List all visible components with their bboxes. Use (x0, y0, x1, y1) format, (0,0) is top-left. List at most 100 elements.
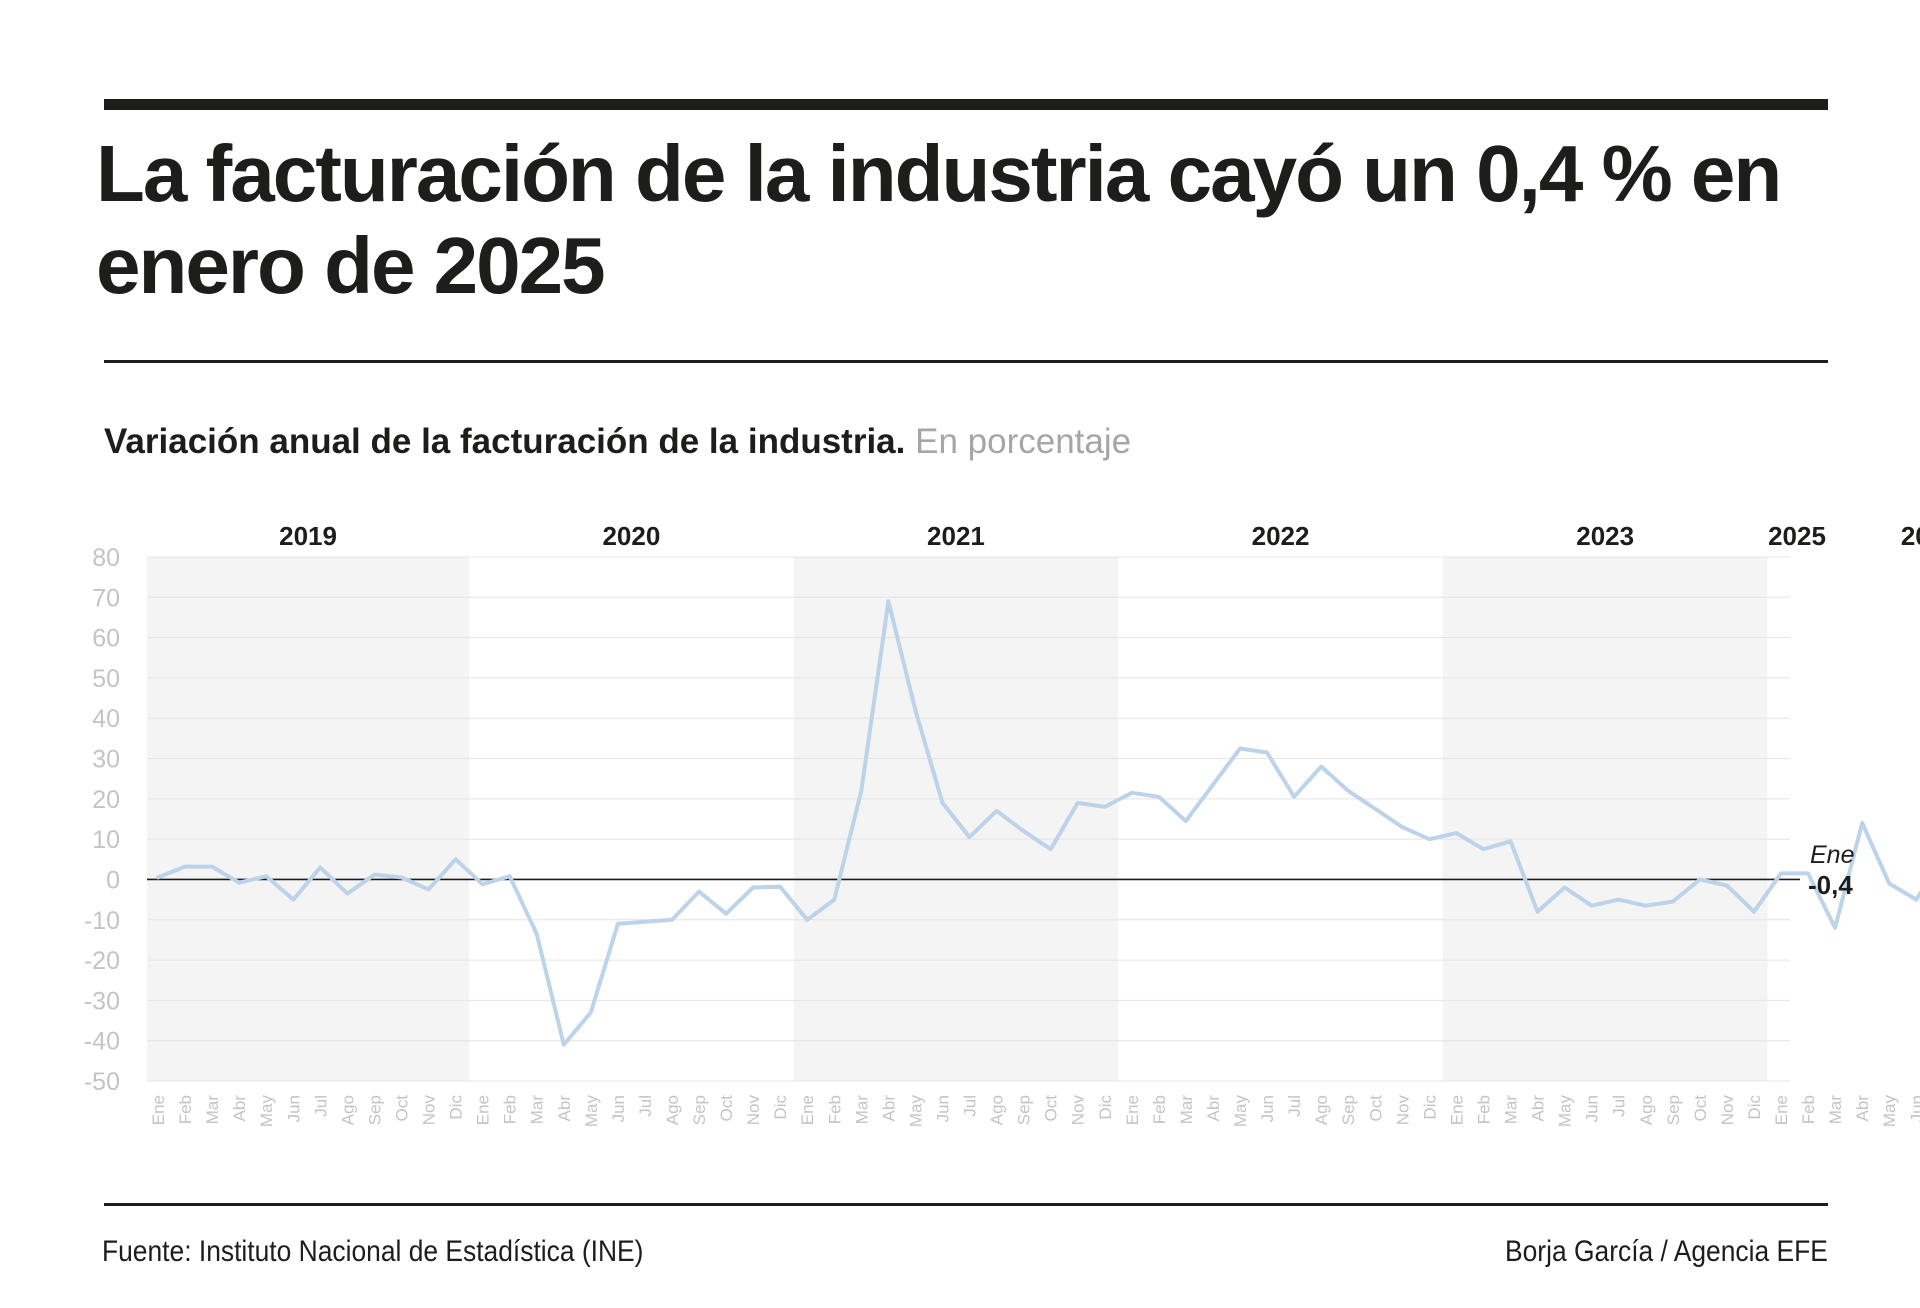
x-tick-label: Nov (1069, 1095, 1088, 1126)
x-tick-label: Sep (690, 1095, 709, 1125)
x-tick-label: Oct (1366, 1095, 1385, 1122)
gridlines (147, 556, 1800, 1082)
x-tick-label: Abr (1204, 1095, 1223, 1122)
source-note: Fuente: Instituto Nacional de Estadístic… (102, 1235, 644, 1268)
y-tick-label: 30 (92, 746, 120, 774)
x-tick-label: Mar (1502, 1095, 1521, 1125)
x-tick-label: Ago (1637, 1095, 1656, 1125)
last-value-annotation: Ene-0,4 (1808, 841, 1854, 900)
y-tick-label: -30 (84, 987, 120, 1015)
x-tick-label: Jun (933, 1095, 952, 1122)
x-tick-label: Oct (392, 1095, 411, 1122)
y-tick-label: 20 (92, 786, 120, 814)
y-tick-label: -10 (84, 907, 120, 935)
x-tick-label: May (582, 1095, 601, 1128)
x-tick-label: May (906, 1095, 925, 1128)
x-tick-label: Jul (961, 1095, 980, 1117)
x-tick-label: Nov (1393, 1095, 1412, 1126)
x-tick-label: Jul (1610, 1095, 1629, 1117)
year-label: 2019 (279, 521, 337, 551)
y-tick-label: 70 (92, 584, 120, 612)
annotation-label: Ene (1810, 841, 1854, 869)
top-rule (104, 99, 1828, 110)
x-tick-label: Ago (338, 1095, 357, 1125)
title-divider (104, 360, 1828, 363)
x-tick-label: Sep (1339, 1095, 1358, 1125)
x-tick-label: Mar (528, 1095, 547, 1125)
x-tick-label: Nov (1718, 1095, 1737, 1126)
x-tick-label: May (1880, 1095, 1899, 1128)
chart-title: Variación anual de la facturación de la … (104, 422, 906, 461)
x-tick-label: Feb (1474, 1095, 1493, 1124)
x-tick-label: Dic (1420, 1095, 1439, 1120)
page-title: La facturación de la industria cayó un 0… (96, 129, 1782, 310)
year-label: 2024 (1901, 521, 1920, 551)
x-tick-label: Abr (1529, 1095, 1548, 1122)
x-tick-label: Dic (771, 1095, 790, 1120)
x-tick-label: Jun (609, 1095, 628, 1122)
series (156, 599, 1920, 1047)
y-tick-label: 50 (92, 665, 120, 693)
x-tick-label: Ene (1447, 1095, 1466, 1125)
x-tick-label: Ene (1123, 1095, 1142, 1125)
x-tick-label: Jul (1285, 1095, 1304, 1117)
x-tick-label: Jun (284, 1095, 303, 1122)
y-tick-label: -50 (84, 1068, 120, 1096)
x-axis: Ene Feb Mar Abr May Jun Jul Ago Sep Oct Nov Dic Ene F… (149, 1095, 1920, 1128)
y-tick-label: 10 (92, 826, 120, 854)
year-label: 2025 (1768, 521, 1826, 551)
x-tick-label: Ene (798, 1095, 817, 1125)
x-tick-label: Mar (1826, 1095, 1845, 1125)
x-tick-label: Jun (1907, 1095, 1920, 1122)
x-tick-label: Oct (1042, 1095, 1061, 1122)
x-tick-label: Ene (1772, 1095, 1791, 1125)
x-tick-label: Ago (988, 1095, 1007, 1125)
x-tick-label: Mar (1177, 1095, 1196, 1125)
x-tick-label: Nov (420, 1095, 439, 1126)
x-tick-label: Oct (1691, 1095, 1710, 1122)
x-tick-label: Ene (474, 1095, 493, 1125)
x-tick-label: Oct (717, 1095, 736, 1122)
x-tick-label: Jun (1583, 1095, 1602, 1122)
year-band-2019 (147, 557, 470, 1081)
x-tick-label: Ago (1312, 1095, 1331, 1125)
year-band-2023 (1442, 557, 1768, 1081)
x-tick-label: Mar (852, 1095, 871, 1125)
x-tick-label: May (1556, 1095, 1575, 1128)
x-tick-label: Abr (555, 1095, 574, 1122)
x-tick-label: Dic (1745, 1095, 1764, 1120)
year-label: 2021 (927, 521, 985, 551)
annotation-value: -0,4 (1808, 870, 1853, 900)
series-line (156, 599, 1920, 1047)
y-tick-label: 80 (92, 544, 120, 572)
y-tick-label: -20 (84, 947, 120, 975)
year-bands (147, 557, 1768, 1081)
x-tick-label: Abr (1853, 1095, 1872, 1122)
x-tick-label: Feb (1150, 1095, 1169, 1124)
x-tick-label: Ene (149, 1095, 168, 1125)
x-tick-label: Jun (1258, 1095, 1277, 1122)
year-label: 2022 (1252, 521, 1310, 551)
x-tick-label: Sep (1015, 1095, 1034, 1125)
chart-unit: En porcentaje (915, 422, 1132, 461)
x-tick-label: May (1231, 1095, 1250, 1128)
y-tick-label: 0 (106, 866, 120, 894)
y-tick-label: -40 (84, 1028, 120, 1056)
y-tick-label: 40 (92, 705, 120, 733)
year-labels: 2019 2020 2021 2022 2023 2024 2025 (279, 521, 1920, 551)
x-tick-label: Abr (230, 1095, 249, 1122)
x-tick-label: Feb (1799, 1095, 1818, 1124)
x-tick-label: Sep (1664, 1095, 1683, 1125)
year-label: 2020 (602, 521, 660, 551)
footer-divider (104, 1203, 1828, 1206)
x-tick-label: Dic (1096, 1095, 1115, 1120)
credit-note: Borja García / Agencia EFE (1505, 1235, 1828, 1268)
y-tick-label: 60 (92, 625, 120, 653)
x-tick-label: Sep (365, 1095, 384, 1125)
x-tick-label: Mar (203, 1095, 222, 1125)
x-tick-label: May (257, 1095, 276, 1128)
y-axis: 80 70 60 50 40 30 20 10 0 -10 -20 -30 -40 -50 (84, 544, 120, 1096)
x-tick-label: Abr (879, 1095, 898, 1122)
x-tick-label: Feb (501, 1095, 520, 1124)
